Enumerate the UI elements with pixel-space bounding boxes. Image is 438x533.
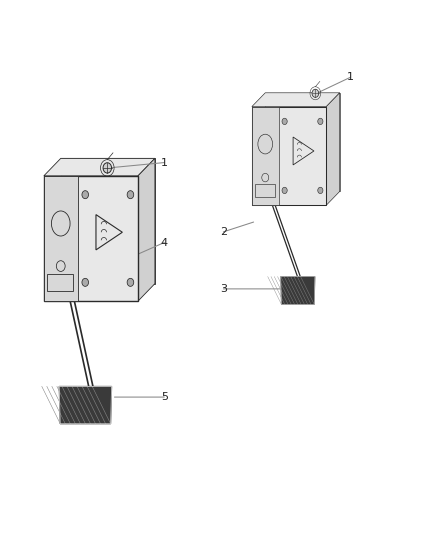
Bar (47, 273, 73, 291)
Text: 3: 3 (220, 284, 227, 294)
Text: 5: 5 (161, 392, 168, 402)
Bar (252, 107, 326, 205)
Circle shape (82, 278, 88, 286)
Circle shape (103, 163, 112, 173)
Polygon shape (326, 93, 340, 205)
Bar (252, 107, 279, 205)
Circle shape (127, 191, 134, 199)
Polygon shape (44, 158, 155, 176)
Circle shape (82, 191, 88, 199)
Text: 1: 1 (161, 158, 168, 167)
Polygon shape (138, 158, 155, 301)
Polygon shape (61, 158, 155, 284)
Circle shape (318, 118, 323, 125)
Circle shape (312, 89, 319, 98)
Polygon shape (265, 93, 340, 191)
Text: 4: 4 (161, 238, 168, 247)
Polygon shape (252, 93, 340, 107)
Circle shape (282, 187, 287, 193)
Bar (44, 176, 138, 301)
Bar (254, 183, 275, 197)
Circle shape (127, 278, 134, 286)
Circle shape (282, 118, 287, 125)
Text: 1: 1 (347, 72, 354, 82)
Text: 2: 2 (220, 227, 227, 237)
Bar (44, 176, 78, 301)
Circle shape (318, 187, 323, 193)
Polygon shape (59, 386, 112, 424)
Polygon shape (281, 277, 315, 304)
